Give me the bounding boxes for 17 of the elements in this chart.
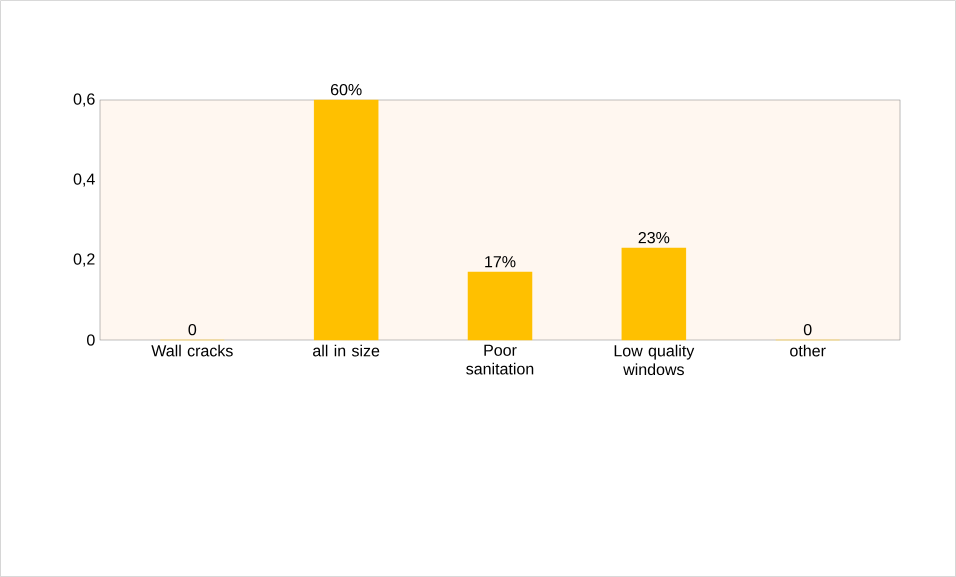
x-tick-label: other — [790, 344, 826, 356]
data-label: 0 — [804, 324, 812, 336]
bar — [468, 272, 532, 340]
x-tick-label: Poor sanitation — [466, 344, 534, 374]
x-tick-label: all in size — [313, 344, 380, 356]
y-tick-label: 0,4 — [74, 173, 95, 186]
data-label: 0 — [188, 324, 196, 336]
data-label: 17% — [485, 256, 516, 268]
y-tick-label: 0,6 — [74, 93, 95, 106]
y-tick-label: 0,2 — [74, 253, 94, 266]
bar — [314, 100, 378, 340]
data-label: 60% — [330, 84, 362, 96]
data-label: 23% — [638, 232, 670, 244]
x-tick-label: Wall cracks — [151, 344, 233, 356]
bar — [622, 248, 686, 340]
x-tick-label: Low quality windows — [614, 344, 694, 375]
y-tick-label: 0 — [87, 334, 95, 346]
